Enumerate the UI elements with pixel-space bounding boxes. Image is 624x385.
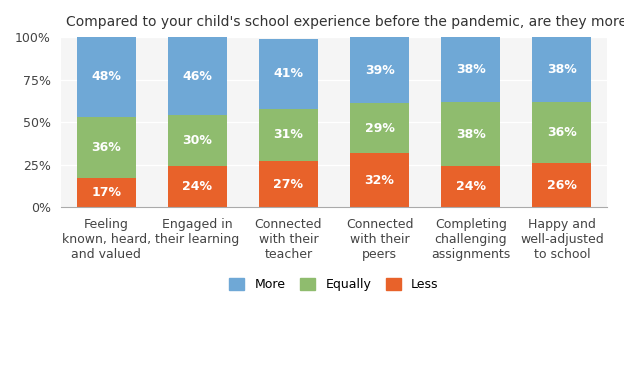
Text: 26%: 26% bbox=[547, 179, 577, 192]
Text: 17%: 17% bbox=[91, 186, 121, 199]
Bar bbox=[350, 37, 409, 104]
Bar bbox=[259, 109, 318, 161]
Bar bbox=[77, 117, 136, 178]
Bar bbox=[259, 39, 318, 109]
Text: 31%: 31% bbox=[273, 129, 303, 141]
Text: 36%: 36% bbox=[91, 141, 121, 154]
Bar bbox=[532, 37, 592, 102]
Text: 38%: 38% bbox=[456, 63, 485, 76]
Bar bbox=[441, 37, 500, 102]
Text: 46%: 46% bbox=[182, 70, 212, 83]
Text: 39%: 39% bbox=[364, 64, 394, 77]
Text: 32%: 32% bbox=[364, 174, 394, 187]
Text: 38%: 38% bbox=[547, 63, 577, 76]
Bar bbox=[441, 102, 500, 166]
Text: 24%: 24% bbox=[182, 181, 212, 193]
Text: 41%: 41% bbox=[273, 67, 303, 80]
Bar bbox=[259, 161, 318, 207]
Text: 36%: 36% bbox=[547, 126, 577, 139]
Bar bbox=[77, 35, 136, 117]
Text: Compared to your child's school experience before the pandemic, are they more, l: Compared to your child's school experien… bbox=[66, 15, 624, 29]
Text: 48%: 48% bbox=[91, 70, 121, 83]
Text: 29%: 29% bbox=[364, 122, 394, 135]
Bar bbox=[168, 37, 227, 116]
Bar bbox=[168, 116, 227, 166]
Bar bbox=[350, 104, 409, 153]
Bar bbox=[77, 178, 136, 207]
Bar bbox=[350, 153, 409, 207]
Legend: More, Equally, Less: More, Equally, Less bbox=[230, 278, 439, 291]
Text: 30%: 30% bbox=[182, 134, 212, 147]
Bar bbox=[441, 166, 500, 207]
Text: 27%: 27% bbox=[273, 178, 303, 191]
Bar bbox=[532, 163, 592, 207]
Bar bbox=[532, 102, 592, 163]
Text: 38%: 38% bbox=[456, 127, 485, 141]
Bar bbox=[168, 166, 227, 207]
Text: 24%: 24% bbox=[456, 181, 485, 193]
